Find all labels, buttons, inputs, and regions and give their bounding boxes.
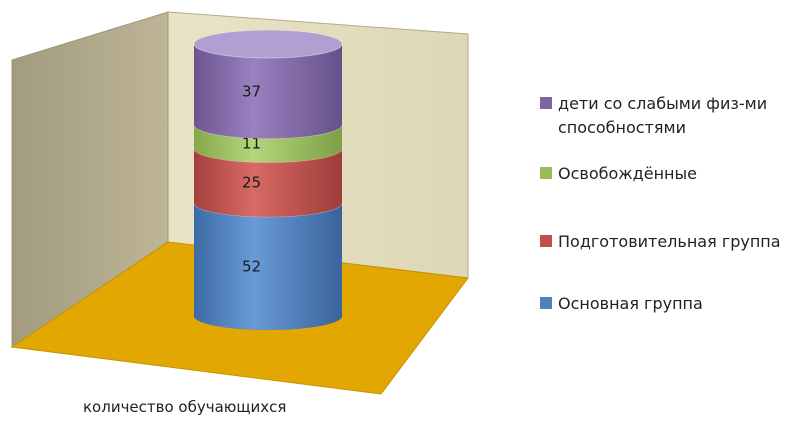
legend-swatch-weak	[540, 97, 552, 109]
legend-swatch-prep	[540, 235, 552, 247]
bar-segment-body-weak	[194, 44, 342, 139]
legend-item-weak: дети со слабыми физ-ми способностями	[540, 92, 802, 140]
legend-item-main: Основная группа	[540, 292, 703, 316]
bar-segment-body-exempt	[194, 124, 342, 163]
legend-swatch-exempt	[540, 167, 552, 179]
cylinder-stack: 52 25 11 37	[193, 29, 343, 330]
data-label-main: 52	[242, 257, 261, 275]
legend-label-prep: Подготовительная группа	[558, 232, 781, 251]
data-label-prep: 25	[242, 174, 261, 192]
legend-label-main: Основная группа	[558, 294, 703, 313]
legend-item-exempt: Освобождённые	[540, 162, 697, 186]
bar-segment-body-prep	[194, 148, 342, 217]
legend-label-weak: дети со слабыми физ-ми способностями	[558, 94, 768, 137]
bar-segment-body-main	[194, 202, 342, 330]
legend-item-prep: Подготовительная группа	[540, 230, 781, 254]
data-label-weak: 37	[242, 82, 261, 100]
x-axis-category-label: количество обучающихся	[83, 398, 287, 416]
data-label-exempt: 11	[242, 134, 261, 152]
legend-swatch-main	[540, 297, 552, 309]
legend-label-exempt: Освобождённые	[558, 164, 697, 183]
bar-segment-top-weak	[193, 29, 343, 59]
bar-segment-weak: 37	[193, 29, 343, 139]
